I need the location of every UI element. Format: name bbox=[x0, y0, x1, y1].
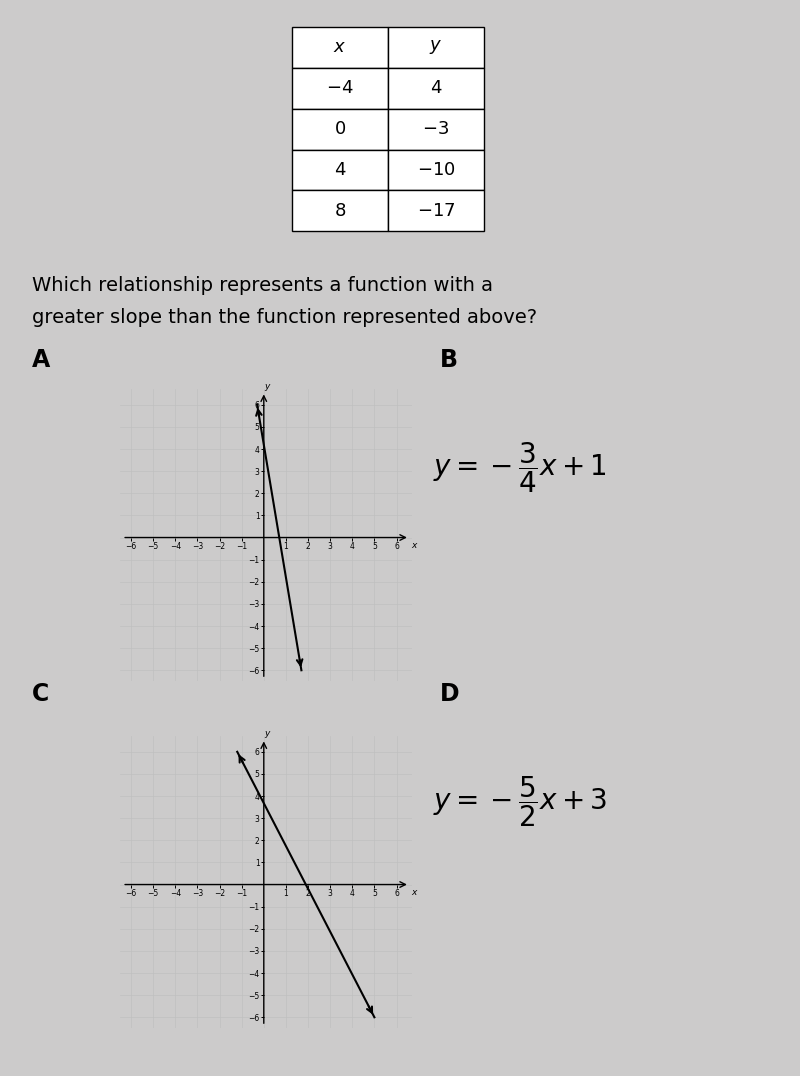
Text: $x$: $x$ bbox=[411, 888, 418, 896]
Text: $-17$: $-17$ bbox=[417, 202, 455, 220]
Text: $x$: $x$ bbox=[334, 39, 346, 56]
Text: $-4$: $-4$ bbox=[326, 80, 354, 97]
Text: $4$: $4$ bbox=[430, 80, 442, 97]
Text: greater slope than the function represented above?: greater slope than the function represen… bbox=[32, 308, 537, 327]
Text: Which relationship represents a function with a: Which relationship represents a function… bbox=[32, 275, 493, 295]
Text: $y$: $y$ bbox=[430, 39, 442, 56]
Text: $y = -\dfrac{5}{2}x + 3$: $y = -\dfrac{5}{2}x + 3$ bbox=[433, 775, 607, 829]
Text: $y$: $y$ bbox=[264, 728, 271, 739]
Text: $y = -\dfrac{3}{4}x + 1$: $y = -\dfrac{3}{4}x + 1$ bbox=[433, 441, 607, 495]
Text: $8$: $8$ bbox=[334, 202, 346, 220]
Text: D: D bbox=[440, 682, 460, 706]
Text: $-10$: $-10$ bbox=[417, 161, 455, 179]
Text: A: A bbox=[32, 349, 50, 372]
Text: $4$: $4$ bbox=[334, 161, 346, 179]
Text: $y$: $y$ bbox=[264, 382, 271, 393]
Text: $0$: $0$ bbox=[334, 121, 346, 138]
Text: $-3$: $-3$ bbox=[422, 121, 450, 138]
Text: C: C bbox=[32, 682, 50, 706]
Text: $x$: $x$ bbox=[411, 541, 418, 550]
Text: B: B bbox=[440, 349, 458, 372]
